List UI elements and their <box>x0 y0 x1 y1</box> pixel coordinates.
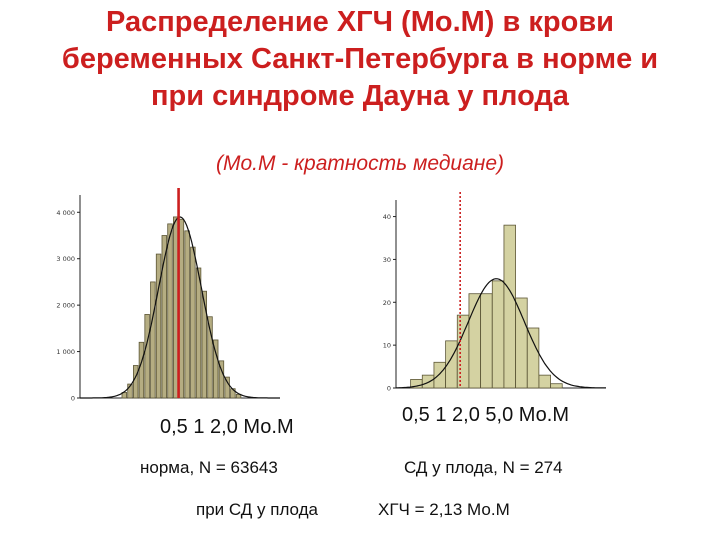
x-axis-label-left: 0,5 1 2,0 Мо.М <box>160 416 294 438</box>
histogram-bar <box>550 383 563 389</box>
histogram-bar <box>491 280 505 389</box>
histogram-bar <box>515 297 528 389</box>
histogram-bar <box>195 267 202 399</box>
y-tick-label: 0 <box>387 385 391 393</box>
y-tick-label: 2 000 <box>56 302 75 310</box>
x-axis-label-right: 0,5 1 2,0 5,0 Мо.М <box>402 404 569 426</box>
histogram-bar <box>480 293 493 389</box>
y-tick-label: 3 000 <box>56 255 75 263</box>
y-tick-label: 1 000 <box>56 348 75 356</box>
histogram-bar <box>207 316 213 399</box>
histogram-down-syndrome: 0 10 20 30 40 <box>383 192 606 393</box>
y-tick-label: 10 <box>383 342 391 350</box>
histogram-bar <box>538 374 551 389</box>
normal-curve <box>80 216 280 399</box>
caption-down-syndrome: СД у плода, N = 274 <box>404 458 563 477</box>
slide-title: Распределение ХГЧ (Мо.М) в крови беремен… <box>0 4 720 115</box>
histogram-bar <box>144 314 150 399</box>
title-line-2: беременных Санкт-Петербурга в норме и <box>61 43 659 75</box>
caption-at-down-syndrome: при СД у плода <box>196 500 319 519</box>
histogram-bar <box>421 374 435 389</box>
y-tick-label: 30 <box>383 256 391 264</box>
histogram-bar <box>201 290 207 399</box>
histogram-bar <box>155 253 162 399</box>
histogram-bar <box>127 383 133 399</box>
caption-hcg-value: ХГЧ = 2,13 Мо.М <box>378 500 510 519</box>
histogram-bar <box>433 361 446 389</box>
slide-subtitle: (Мо.М - кратность медиане) <box>215 152 505 175</box>
histogram-bar <box>213 339 219 399</box>
histogram-bar <box>503 224 516 389</box>
y-tick-label: 4 000 <box>56 209 75 217</box>
title-line-1: Распределение ХГЧ (Мо.М) в крови <box>106 6 614 38</box>
histogram-bar <box>150 281 156 399</box>
histogram-bar <box>526 327 540 389</box>
histogram-normal: 0 1 000 2 000 3 000 4 000 <box>56 188 280 403</box>
histogram-bar <box>138 341 145 399</box>
histogram-bar <box>190 246 196 399</box>
y-tick-label: 20 <box>383 299 391 307</box>
title-line-3: при синдроме Дауна у плода <box>151 80 569 112</box>
histogram-bar <box>161 235 167 399</box>
histogram-bar <box>218 360 225 399</box>
histogram-bar <box>133 365 139 399</box>
y-tick-label: 0 <box>71 395 75 403</box>
y-tick-label: 40 <box>383 213 391 221</box>
histogram-bar <box>184 230 190 399</box>
histogram-bar <box>224 376 230 399</box>
normal-curve <box>396 278 606 389</box>
histogram-bar <box>167 223 173 399</box>
caption-norm: норма, N = 63643 <box>140 458 278 477</box>
